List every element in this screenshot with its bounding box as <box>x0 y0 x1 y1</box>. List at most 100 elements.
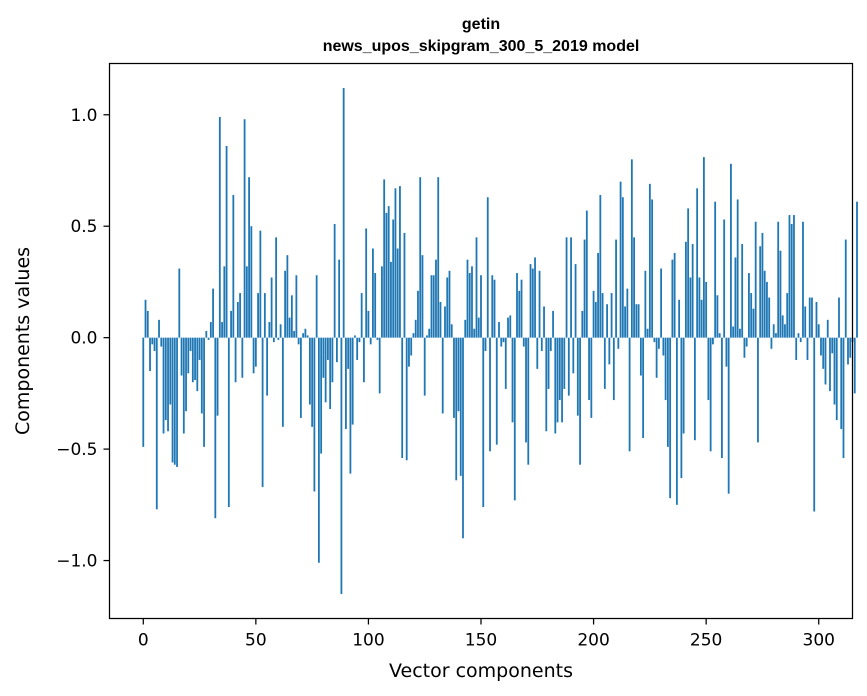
bar <box>718 333 721 338</box>
bar <box>590 337 593 418</box>
bar <box>493 279 496 338</box>
bar <box>500 337 503 347</box>
bar <box>693 337 696 441</box>
bar <box>198 337 201 360</box>
bar <box>212 288 214 338</box>
bar <box>763 270 766 338</box>
bar <box>311 337 314 427</box>
bar <box>509 315 512 338</box>
bar <box>146 310 149 338</box>
bar <box>610 293 613 338</box>
bar <box>552 310 554 338</box>
bar <box>419 177 422 338</box>
bar <box>153 337 156 352</box>
x-axis-label: Vector components <box>389 660 573 682</box>
bar <box>446 277 449 338</box>
bar <box>675 337 678 505</box>
bar <box>770 337 773 349</box>
bar <box>302 333 305 338</box>
bar <box>252 337 255 374</box>
bar <box>457 337 460 412</box>
bar <box>223 266 226 338</box>
bar <box>196 337 199 392</box>
bar <box>390 261 392 338</box>
bar <box>322 337 325 378</box>
bar <box>338 259 341 338</box>
bar <box>671 259 674 338</box>
y-tick-label: 1.0 <box>70 106 97 126</box>
y-tick-label: 0.5 <box>70 217 97 237</box>
bar <box>248 177 250 338</box>
bar <box>448 270 451 338</box>
bar <box>716 295 719 338</box>
bar <box>378 337 381 394</box>
bar <box>849 337 852 358</box>
bar <box>806 337 809 360</box>
bar <box>682 337 685 434</box>
bar <box>232 195 235 338</box>
bar <box>363 337 365 383</box>
bar <box>811 297 813 338</box>
bar <box>261 337 264 487</box>
bar <box>543 306 545 338</box>
bar <box>189 337 192 352</box>
bar <box>817 324 820 338</box>
bar <box>383 179 386 338</box>
bar <box>236 301 239 338</box>
bar <box>628 337 631 452</box>
bar <box>392 219 395 338</box>
bar <box>340 337 343 594</box>
bar <box>149 337 151 372</box>
bar <box>750 293 753 338</box>
bar <box>754 221 757 338</box>
x-tick-label: 0 <box>138 631 149 651</box>
bar <box>703 157 705 338</box>
bar <box>313 337 316 492</box>
bar <box>619 181 622 338</box>
bar <box>567 337 570 396</box>
bar <box>777 221 780 338</box>
bar <box>191 337 194 383</box>
bar <box>752 308 755 338</box>
bar <box>428 328 431 338</box>
bar <box>403 232 406 338</box>
bar <box>581 310 584 338</box>
bar <box>227 337 230 508</box>
bar <box>455 337 458 481</box>
bar <box>421 255 424 338</box>
bar <box>802 221 804 338</box>
bar <box>327 337 329 360</box>
bar <box>293 330 296 338</box>
bar <box>272 337 275 343</box>
bar <box>178 268 181 338</box>
bar <box>439 301 442 338</box>
bar <box>185 337 187 412</box>
bar <box>365 228 368 338</box>
bar <box>200 337 203 414</box>
bar <box>799 337 802 343</box>
bar <box>660 268 663 338</box>
bar <box>207 337 210 340</box>
bar <box>176 337 178 467</box>
bar <box>504 337 507 389</box>
bar <box>414 319 417 338</box>
bar <box>626 288 629 338</box>
bar <box>243 119 246 338</box>
bar <box>657 337 660 349</box>
bar <box>450 324 453 338</box>
bar <box>669 337 672 499</box>
bar <box>617 337 620 349</box>
bar <box>723 219 726 338</box>
bar <box>768 297 771 338</box>
bar <box>739 328 741 338</box>
bar <box>396 248 399 338</box>
bar <box>725 337 728 367</box>
bar <box>705 281 708 338</box>
bar <box>579 337 581 465</box>
bar <box>847 337 849 365</box>
bar <box>804 306 807 338</box>
bar <box>317 337 320 563</box>
bar <box>570 237 572 338</box>
bar <box>381 266 383 338</box>
bar <box>520 279 523 338</box>
